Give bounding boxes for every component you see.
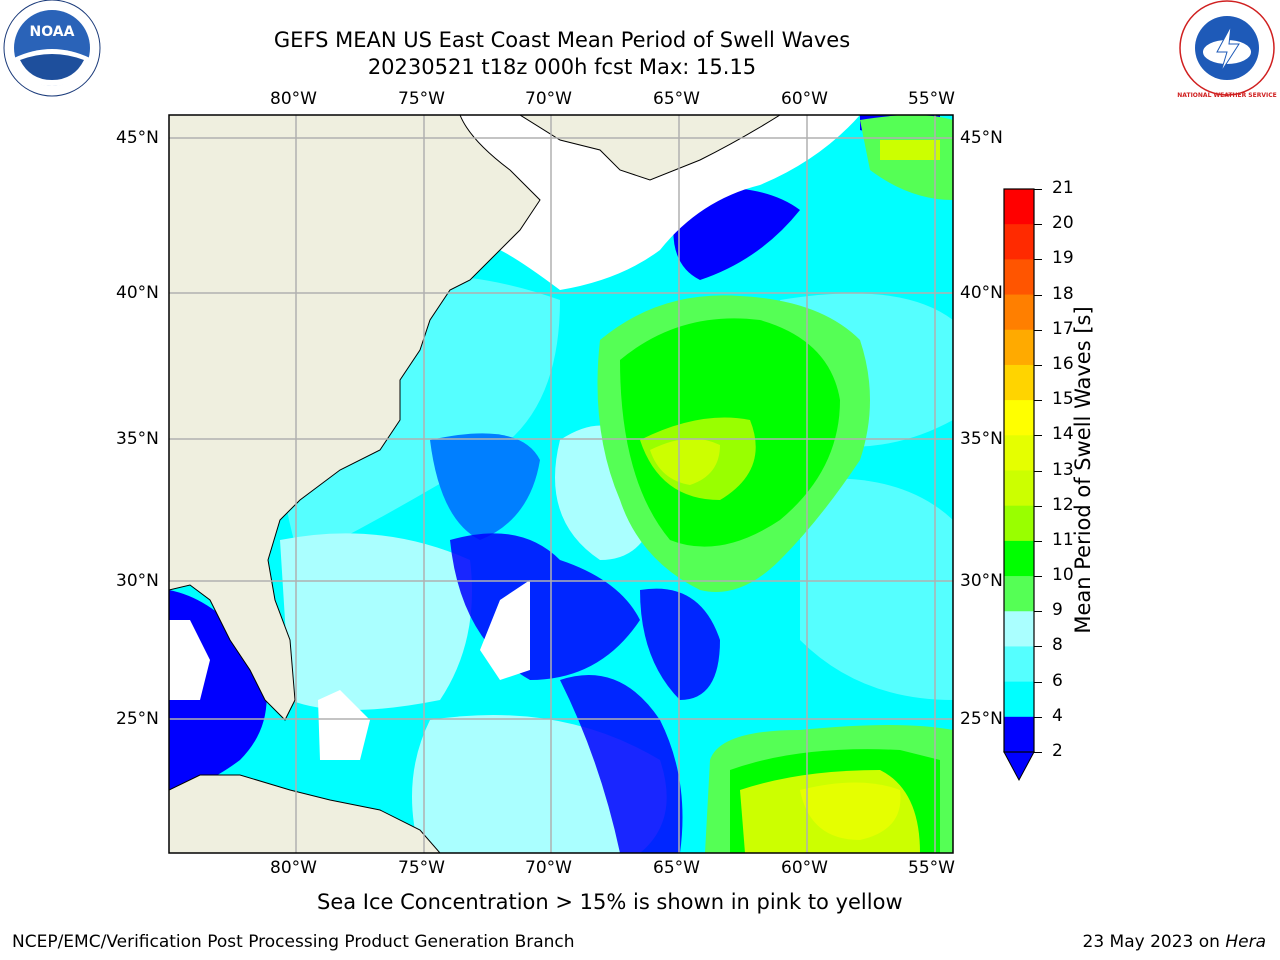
colorbar-tick-mark [1034, 576, 1042, 578]
colorbar-band [1004, 540, 1034, 577]
colorbar-tick-label: 12 [1052, 494, 1074, 515]
colorbar-tick-mark [1034, 364, 1042, 366]
colorbar-tick-mark [1034, 224, 1042, 226]
colorbar-band [1004, 611, 1034, 647]
colorbar-tick-mark [1034, 716, 1042, 718]
colorbar-tick-mark [1034, 646, 1042, 648]
colorbar-tick-mark [1034, 540, 1042, 542]
lon-label-bottom-55w: 55°W [908, 858, 955, 878]
colorbar-tick-label: 15 [1052, 389, 1074, 410]
lat-label-right-40n: 40°N [960, 283, 1003, 303]
colorbar-band [1004, 646, 1034, 683]
colorbar-tick-mark [1034, 752, 1042, 753]
footer-date: 23 May 2023 on Hera [1083, 932, 1267, 952]
colorbar-band [1004, 505, 1034, 542]
graticule [169, 115, 953, 853]
colorbar [1003, 188, 1035, 782]
colorbar-tick-mark [1034, 435, 1042, 437]
colorbar-band [1004, 364, 1034, 401]
noaa-logo: NOAA [0, 0, 105, 100]
lon-label-top-75w: 75°W [398, 89, 445, 109]
colorbar-tick-label: 10 [1052, 565, 1074, 586]
colorbar-tick-mark [1034, 259, 1042, 261]
colorbar-tick-label: 16 [1052, 353, 1074, 374]
svg-text:NOAA: NOAA [30, 24, 75, 40]
lon-label-top-55w: 55°W [908, 89, 955, 109]
footer-date-text: 23 May 2023 on [1082, 932, 1226, 952]
colorbar-tick-label: 18 [1052, 283, 1074, 304]
colorbar-band [1004, 400, 1034, 436]
lat-label-right-30n: 30°N [960, 571, 1003, 591]
colorbar-tick-label: 14 [1052, 424, 1074, 445]
lat-label-right-45n: 45°N [960, 128, 1003, 148]
lon-label-top-80w: 80°W [270, 89, 317, 109]
colorbar-tick-label: 6 [1052, 670, 1063, 691]
colorbar-band [1004, 224, 1034, 260]
colorbar-tick-label: 17 [1052, 318, 1074, 339]
colorbar-tick-mark [1034, 294, 1042, 296]
colorbar-tick-mark [1034, 505, 1042, 507]
lat-label-left-35n: 35°N [116, 429, 159, 449]
lat-label-left-40n: 40°N [116, 283, 159, 303]
lon-label-bottom-70w: 70°W [525, 858, 572, 878]
colorbar-tick-mark [1034, 189, 1042, 190]
colorbar-extend-arrow [1003, 751, 1035, 782]
colorbar-tick-label: 4 [1052, 705, 1063, 726]
map-frame [168, 114, 954, 854]
colorbar-band [1004, 681, 1034, 718]
colorbar-title: Mean Period of Swell Waves [s] [1071, 306, 1095, 634]
lat-label-left-45n: 45°N [116, 128, 159, 148]
colorbar-band [1004, 189, 1034, 225]
lat-label-left-30n: 30°N [116, 571, 159, 591]
colorbar-tick-label: 2 [1052, 741, 1063, 761]
colorbar-band [1004, 294, 1034, 331]
colorbar-tick-mark [1034, 329, 1042, 331]
colorbar-band [1004, 435, 1034, 471]
lon-label-bottom-65w: 65°W [653, 858, 700, 878]
lat-label-right-35n: 35°N [960, 429, 1003, 449]
colorbar-band [1004, 576, 1034, 612]
lon-label-top-60w: 60°W [781, 89, 828, 109]
colorbar-tick-label: 11 [1052, 529, 1074, 550]
colorbar-tick-label: 13 [1052, 459, 1074, 480]
lat-label-left-25n: 25°N [116, 709, 159, 729]
colorbar-tick-label: 19 [1052, 248, 1074, 269]
colorbar-band [1004, 329, 1034, 366]
colorbar-tick-label: 20 [1052, 213, 1074, 234]
lon-label-bottom-80w: 80°W [270, 858, 317, 878]
colorbar-tick-label: 8 [1052, 635, 1063, 656]
lon-label-top-65w: 65°W [653, 89, 700, 109]
colorbar-band [1004, 716, 1034, 753]
lat-label-right-25n: 25°N [960, 709, 1003, 729]
colorbar-tick-mark [1034, 681, 1042, 683]
colorbar-band [1004, 259, 1034, 296]
colorbar-tick-mark [1034, 400, 1042, 402]
svg-text:NATIONAL WEATHER SERVICE: NATIONAL WEATHER SERVICE [1177, 92, 1276, 99]
nws-logo: NATIONAL WEATHER SERVICE [1175, 0, 1280, 100]
lon-label-bottom-75w: 75°W [398, 858, 445, 878]
lon-label-top-70w: 70°W [525, 89, 572, 109]
map-title-line1: GEFS MEAN US East Coast Mean Period of S… [273, 28, 851, 52]
map-title-line2: 20230521 t18z 000h fcst Max: 15.15 [367, 55, 757, 79]
lon-label-bottom-60w: 60°W [781, 858, 828, 878]
colorbar-tick-mark [1034, 611, 1042, 613]
colorbar-tick-mark [1034, 470, 1042, 472]
colorbar-tick-label: 9 [1052, 600, 1063, 621]
colorbar-tick-label: 21 [1052, 178, 1074, 198]
footer-machine: Hera [1225, 932, 1266, 952]
colorbar-band [1004, 470, 1034, 507]
sea-ice-note: Sea Ice Concentration > 15% is shown in … [317, 890, 903, 914]
footer-credit: NCEP/EMC/Verification Post Processing Pr… [12, 932, 575, 952]
